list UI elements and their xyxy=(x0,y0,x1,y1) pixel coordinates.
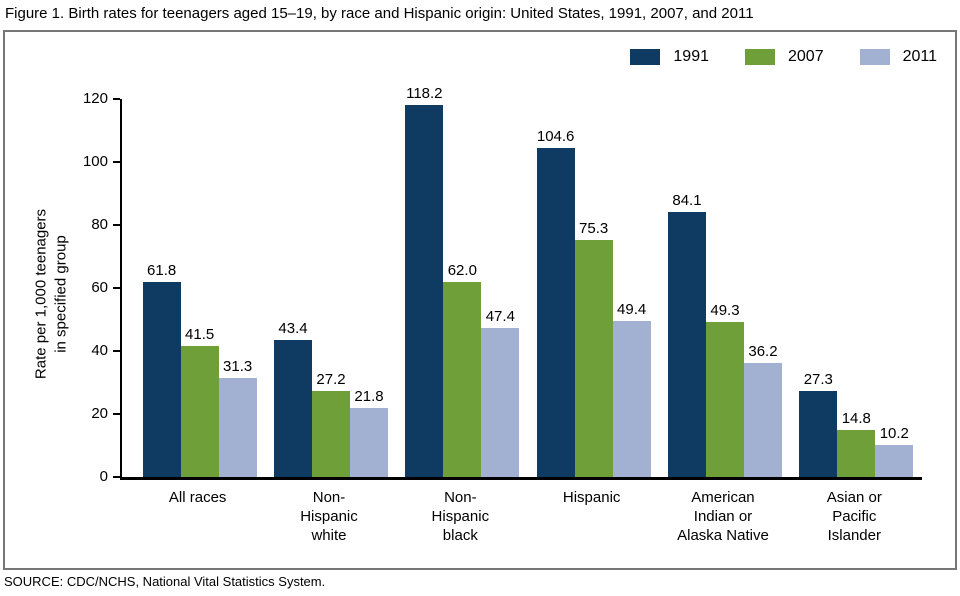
x-axis-label: Asian or Pacific Islander xyxy=(826,489,882,545)
legend-label-2011: 2011 xyxy=(902,48,937,65)
bar-group: 84.1 49.3 36.2 xyxy=(659,99,790,477)
x-axis-labels: All races Non- Hispanic white Non- Hispani… xyxy=(132,488,920,545)
source-note: SOURCE: CDC/NCHS, National Vital Statist… xyxy=(4,574,326,589)
bar-value-label: 27.3 xyxy=(803,371,833,389)
bar-1991: 27.3 xyxy=(799,371,838,477)
bar-2011: 47.4 xyxy=(481,308,520,477)
bars-layer: 61.8 41.5 31.3 43.4 27.2 21.8 118.2 62.0 47.4 104… xyxy=(122,85,922,477)
bar-2011: 31.3 xyxy=(218,358,257,477)
bar-2007: 62.0 xyxy=(443,262,482,477)
bar-group: 104.6 75.3 49.4 xyxy=(528,99,659,477)
bar-2007: 14.8 xyxy=(837,410,876,477)
bar-1991: 118.2 xyxy=(405,85,444,477)
legend-swatch-2011 xyxy=(859,49,890,65)
legend-swatch-2007 xyxy=(745,49,775,65)
bar-value-label: 43.4 xyxy=(278,320,308,338)
legend: 1991 2007 2011 xyxy=(630,48,937,66)
bar-value-label: 61.8 xyxy=(147,262,177,280)
bar-group: 43.4 27.2 21.8 xyxy=(265,99,396,477)
bar-2007: 41.5 xyxy=(180,326,219,477)
y-tick-mark xyxy=(113,476,120,478)
y-axis-title: Rate per 1,000 teenagers in specified gr… xyxy=(32,208,70,380)
bar-value-label: 104.6 xyxy=(536,127,575,145)
y-tick-mark xyxy=(113,98,120,100)
y-tick-label: 80 xyxy=(91,216,108,233)
y-tick-label: 120 xyxy=(82,90,108,107)
bar-value-label: 75.3 xyxy=(579,219,609,237)
legend-item-1991: 1991 xyxy=(630,48,709,66)
bar-value-label: 84.1 xyxy=(672,192,702,210)
chart-frame: 1991 2007 2011 Rate per 1,000 teenagers in… xyxy=(3,30,957,570)
bar-2007: 27.2 xyxy=(311,371,350,477)
x-axis-label: Non- Hispanic white xyxy=(300,489,358,545)
bar-value-label: 118.2 xyxy=(406,84,443,102)
bar-2011: 21.8 xyxy=(349,388,388,477)
plot-area: 61.8 41.5 31.3 43.4 27.2 21.8 118.2 62.0 47.4 104… xyxy=(83,85,922,485)
y-tick-mark xyxy=(113,224,120,226)
legend-label-2007: 2007 xyxy=(788,48,824,65)
y-tick-label: 40 xyxy=(91,342,108,359)
y-tick-label: 100 xyxy=(82,153,108,170)
bar-2007: 75.3 xyxy=(574,220,613,477)
figure-title: Figure 1. Birth rates for teenagers aged… xyxy=(5,5,754,22)
x-axis-label: Non- Hispanic black xyxy=(431,489,490,545)
bar-value-label: 27.2 xyxy=(316,371,346,389)
bar-1991: 84.1 xyxy=(667,192,706,477)
bar-1991: 104.6 xyxy=(536,128,575,477)
bar-2011: 49.4 xyxy=(612,301,651,477)
bar-value-label: 14.8 xyxy=(841,410,871,428)
bar-1991: 43.4 xyxy=(273,320,312,477)
legend-label-1991: 1991 xyxy=(673,48,709,65)
bar-value-label: 49.3 xyxy=(710,301,740,319)
legend-item-2011: 2011 xyxy=(859,48,937,66)
bar-value-label: 47.4 xyxy=(485,307,515,325)
y-tick-label: 60 xyxy=(91,279,108,296)
y-tick-mark xyxy=(113,287,120,289)
y-tick-mark xyxy=(113,161,120,163)
bar-2007: 49.3 xyxy=(705,302,744,477)
legend-swatch-1991 xyxy=(630,49,661,65)
y-tick-mark xyxy=(113,350,120,352)
x-axis-label: American Indian or Alaska Native xyxy=(677,489,769,545)
x-axis-label: All races xyxy=(168,489,227,506)
bar-value-label: 31.3 xyxy=(223,358,253,376)
x-axis-label: Hispanic xyxy=(562,489,621,506)
bar-value-label: 10.2 xyxy=(879,424,909,442)
bar-value-label: 62.0 xyxy=(447,261,477,279)
y-tick-mark xyxy=(113,413,120,415)
bar-value-label: 21.8 xyxy=(354,388,384,406)
bar-group: 118.2 62.0 47.4 xyxy=(397,85,528,477)
bar-group: 27.3 14.8 10.2 xyxy=(791,99,922,477)
bar-2011: 36.2 xyxy=(743,343,782,477)
bar-value-label: 36.2 xyxy=(748,342,778,360)
bar-group: 61.8 41.5 31.3 xyxy=(134,99,265,477)
bar-value-label: 49.4 xyxy=(617,301,647,319)
bar-value-label: 41.5 xyxy=(185,326,215,344)
y-tick-label: 0 xyxy=(99,468,108,485)
bar-2011: 10.2 xyxy=(875,425,914,477)
bar-1991: 61.8 xyxy=(142,262,181,477)
y-tick-label: 20 xyxy=(91,405,108,422)
legend-item-2007: 2007 xyxy=(745,48,824,66)
